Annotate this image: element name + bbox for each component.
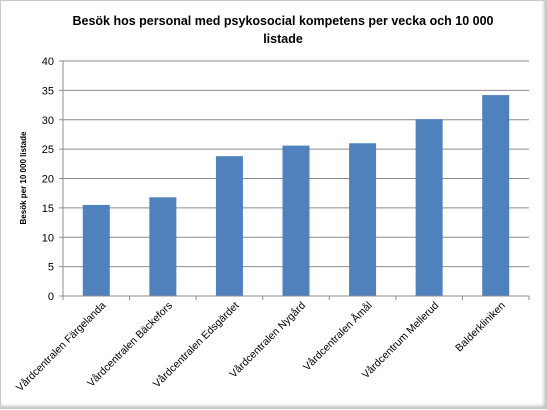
axes [62,61,530,300]
bar [282,145,310,296]
bar [82,204,110,296]
y-tick-label: 35 [42,85,54,97]
y-tick-label: 10 [42,232,54,244]
bar [482,95,510,296]
chart-title-line-2: listade [263,32,303,46]
category-label: Vårdcentrum Mellerud [360,300,442,382]
bar [215,156,243,296]
y-tick-label: 5 [48,262,54,274]
chart-title-line-1: Besök hos personal med psykosocial kompe… [72,14,493,28]
y-tick-label: 40 [42,56,54,68]
category-label: Vårdcentralen Nygård [227,300,308,381]
bar [415,119,443,296]
category-label: Vårdcentralen Åmål [300,299,374,373]
bar [349,143,377,296]
category-label: Balderkliniken [453,300,508,355]
y-tick-label: 20 [42,174,54,186]
y-tick-label: 25 [42,144,54,156]
bars [82,95,510,296]
y-tick-label: 30 [42,115,54,127]
y-tick-labels: 0 5 10 15 20 25 30 35 40 [42,56,63,303]
y-axis-label: Besök per 10 000 listade [19,131,28,224]
y-tick-label: 15 [42,203,54,215]
y-tick-label: 0 [48,291,54,303]
bar [149,197,177,296]
